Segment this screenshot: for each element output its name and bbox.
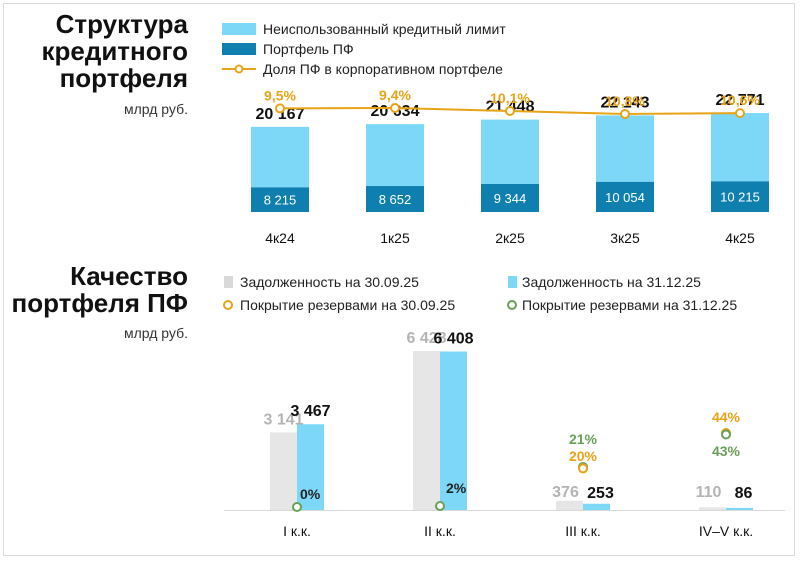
bar-total-label: 22 143 — [601, 94, 650, 111]
bar-unused-limit — [596, 115, 654, 182]
legend-swatch-curr — [508, 276, 517, 288]
chart1-unit: млрд руб. — [123, 101, 188, 117]
bar-debt-prev — [413, 351, 440, 510]
category-label: 2к25 — [495, 230, 525, 246]
legend-swatch-prev — [224, 276, 233, 288]
share-label: 10,1% — [490, 90, 530, 106]
chart1-title: Структура кредитного портфеля — [41, 11, 188, 92]
legend-swatch-portfolio — [222, 43, 256, 55]
bar-debt-curr-label: 253 — [587, 485, 614, 502]
share-label: 10,8% — [605, 93, 645, 109]
bar-portfolio — [481, 183, 539, 212]
bar-debt-curr — [440, 351, 467, 510]
chart1-title-line: Структура — [55, 9, 188, 39]
chart2-unit: млрд руб. — [123, 325, 188, 341]
chart2-title-line: портфеля ПФ — [11, 288, 188, 318]
bar-debt-curr-label: 6 408 — [433, 330, 473, 347]
bar-debt-prev-label: 376 — [552, 484, 579, 501]
legend-label: Задолженность на 30.09.25 — [240, 274, 419, 290]
share-marker — [735, 108, 745, 119]
bar-portfolio — [711, 181, 769, 212]
bar-total-label: 20 167 — [256, 106, 305, 123]
bar-debt-prev — [270, 432, 297, 510]
category-label: 4к25 — [725, 230, 755, 246]
coverage-label-prev: 20% — [569, 448, 598, 464]
category-label: I к.к. — [283, 523, 311, 539]
legend-swatch-limit — [222, 23, 256, 35]
chart1-title-line: кредитного — [41, 36, 188, 66]
bar-debt-curr-label: 86 — [735, 485, 753, 502]
bar-portfolio — [596, 181, 654, 212]
coverage-label-curr: 0% — [300, 486, 321, 502]
coverage-label-curr: 43% — [712, 443, 741, 459]
chart1-title-line: портфеля — [59, 63, 188, 93]
legend-label: Доля ПФ в корпоративном портфеле — [263, 61, 503, 77]
share-marker — [275, 103, 285, 114]
bar-debt-prev-label: 3 141 — [263, 411, 303, 428]
legend-label: Портфель ПФ — [263, 41, 354, 57]
bar-unused-limit — [481, 119, 539, 184]
category-label: II к.к. — [424, 523, 456, 539]
category-label: III к.к. — [565, 523, 601, 539]
coverage-label-curr: 2% — [446, 480, 467, 496]
bar-portfolio-label: 10 054 — [605, 190, 645, 205]
bar-debt-curr — [583, 503, 610, 510]
share-marker — [620, 109, 630, 119]
bar-portfolio-label: 9 344 — [494, 191, 527, 206]
bar-unused-limit — [251, 126, 309, 188]
category-label: 1к25 — [380, 230, 410, 246]
coverage-marker-prev — [578, 463, 588, 474]
legend-label: Задолженность на 31.12.25 — [522, 274, 701, 290]
legend-marker-share — [234, 64, 244, 74]
legend-label: Покрытие резервами на 31.12.25 — [522, 297, 737, 313]
coverage-label-prev: 44% — [712, 409, 741, 425]
bar-debt-prev — [699, 507, 726, 510]
share-label: 9,5% — [264, 87, 296, 103]
bar-portfolio-label: 8 652 — [379, 192, 412, 207]
coverage-marker-curr — [721, 429, 731, 440]
category-label: IV–V к.к. — [699, 523, 753, 539]
share-label: 10,6% — [720, 92, 760, 108]
bar-debt-curr — [726, 507, 753, 510]
bar-debt-prev-label: 6 428 — [406, 330, 446, 347]
coverage-marker-curr — [292, 502, 302, 512]
bar-portfolio — [366, 186, 424, 212]
share-marker — [505, 106, 515, 116]
coverage-marker-curr — [435, 501, 445, 511]
bar-unused-limit — [711, 113, 769, 182]
bar-total-label: 22 771 — [716, 92, 765, 109]
share-marker — [390, 103, 400, 113]
category-label: 4к24 — [265, 230, 295, 246]
bar-unused-limit — [366, 124, 424, 187]
legend-label: Неиспользованный кредитный лимит — [263, 21, 506, 37]
chart2-title: Качество портфеля ПФ — [11, 263, 188, 317]
chart2-title-line: Качество — [70, 261, 188, 291]
share-label: 9,4% — [379, 87, 411, 103]
bar-debt-prev — [556, 500, 583, 510]
chart-frame — [3, 3, 795, 556]
bar-debt-curr — [297, 424, 324, 510]
bar-debt-prev-label: 110 — [696, 484, 722, 501]
bar-portfolio — [251, 187, 309, 212]
bar-portfolio-label: 10 215 — [720, 190, 760, 205]
bar-portfolio-label: 8 215 — [264, 193, 297, 208]
category-label: 3к25 — [610, 230, 640, 246]
legend-marker-cov-curr — [507, 300, 517, 310]
bar-debt-curr-label: 3 467 — [290, 403, 330, 420]
coverage-label-curr: 21% — [569, 431, 598, 447]
legend-marker-cov-prev — [223, 300, 233, 310]
legend-label: Покрытие резервами на 30.09.25 — [240, 297, 455, 313]
